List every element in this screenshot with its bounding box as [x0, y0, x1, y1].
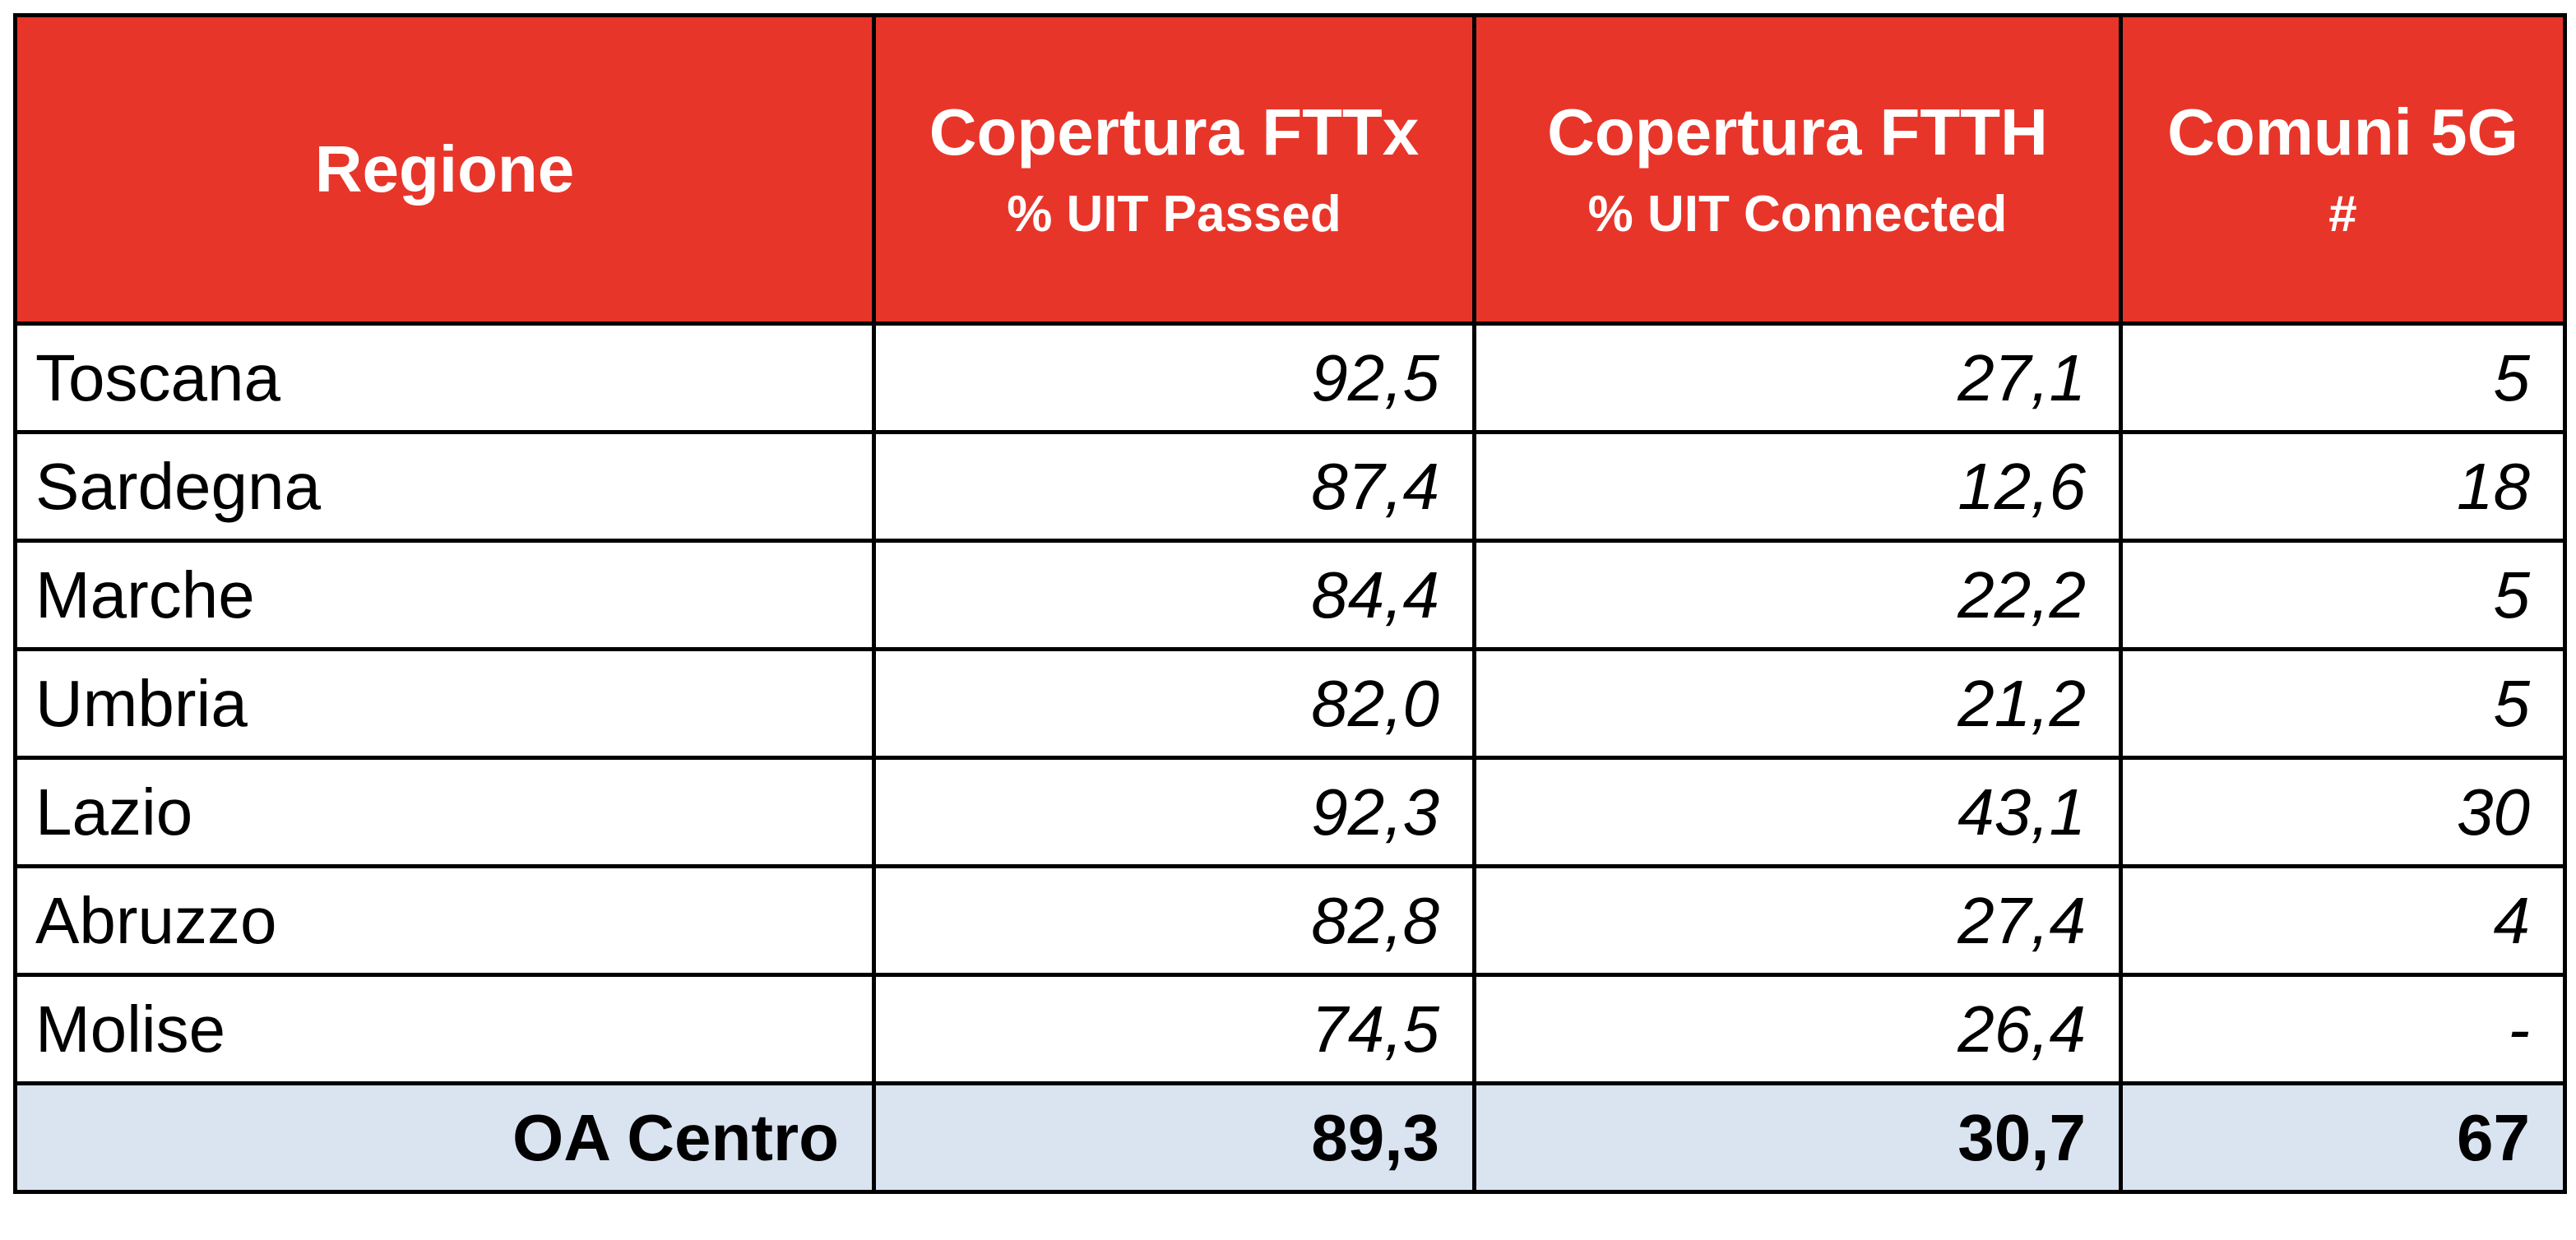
- header-cell: Copertura FTTH % UIT Connected: [1472, 13, 2123, 326]
- header-subtitle: #: [2328, 186, 2357, 243]
- region-cell: Marche: [13, 539, 876, 651]
- value-cell: 12,6: [1472, 430, 2123, 543]
- value-cell: 22,2: [1472, 539, 2123, 651]
- header-row: Regione Copertura FTTx% UIT Passed Copertu…: [13, 13, 2567, 326]
- value-cell: 92,5: [872, 322, 1476, 434]
- header-title: Copertura FTTH: [1547, 95, 2048, 169]
- region-cell: Sardegna: [13, 430, 876, 543]
- value-cell: 84,4: [872, 539, 1476, 651]
- data-row: Toscana 92,5 27,1 5: [13, 322, 2567, 434]
- value-cell: 43,1: [1472, 756, 2123, 868]
- data-row: Sardegna 87,4 12,6 18: [13, 430, 2567, 543]
- region-cell: Toscana: [13, 322, 876, 434]
- value-cell: 89,3: [872, 1081, 1476, 1194]
- value-cell: 67: [2119, 1081, 2567, 1194]
- table-body: Toscana 92,5 27,1 5 Sardegna 87,4 12,6 18 Marche…: [13, 322, 2567, 1194]
- value-cell: 74,5: [872, 973, 1476, 1085]
- data-row: Molise 74,5 26,4-: [13, 973, 2567, 1085]
- value-cell: 5: [2119, 539, 2567, 651]
- data-row: Umbria 82,0 21,2 5: [13, 647, 2567, 760]
- value-cell: 30,7: [1472, 1081, 2123, 1194]
- value-cell: 18: [2119, 430, 2567, 543]
- value-cell: 5: [2119, 647, 2567, 760]
- region-cell: Abruzzo: [13, 864, 876, 977]
- region-cell: Umbria: [13, 647, 876, 760]
- value-cell: 27,1: [1472, 322, 2123, 434]
- value-cell: 30: [2119, 756, 2567, 868]
- value-cell: 82,0: [872, 647, 1476, 760]
- region-cell: Lazio: [13, 756, 876, 868]
- value-cell: 4: [2119, 864, 2567, 977]
- header-subtitle: % UIT Connected: [1587, 186, 2008, 243]
- data-row: Abruzzo 82,8 27,4 4: [13, 864, 2567, 977]
- value-cell: 21,2: [1472, 647, 2123, 760]
- header-subtitle: % UIT Passed: [1007, 186, 1341, 243]
- header-title: Comuni 5G: [2167, 95, 2518, 169]
- value-cell: 92,3: [872, 756, 1476, 868]
- header-cell: Comuni 5G #: [2119, 13, 2567, 326]
- header-cell: Copertura FTTx % UIT Passed: [872, 13, 1476, 326]
- header-cell: Regione: [13, 13, 876, 326]
- value-cell: 5: [2119, 322, 2567, 434]
- value-cell: 82,8: [872, 864, 1476, 977]
- total-row: OA Centro 89,3 30,7 67: [13, 1081, 2567, 1194]
- header-title: Regione: [314, 132, 575, 206]
- value-cell: 27,4: [1472, 864, 2123, 977]
- value-cell: 87,4: [872, 430, 1476, 543]
- data-row: Marche 84,4 22,2 5: [13, 539, 2567, 651]
- region-cell: OA Centro: [13, 1081, 876, 1194]
- value-cell: 26,4: [1472, 973, 2123, 1085]
- region-cell: Molise: [13, 973, 876, 1085]
- data-row: Lazio 92,3 43,1 30: [13, 756, 2567, 868]
- coverage-table: Regione Copertura FTTx% UIT Passed Copertu…: [13, 13, 2567, 1194]
- header-title: Copertura FTTx: [929, 95, 1420, 169]
- value-cell: -: [2119, 973, 2567, 1085]
